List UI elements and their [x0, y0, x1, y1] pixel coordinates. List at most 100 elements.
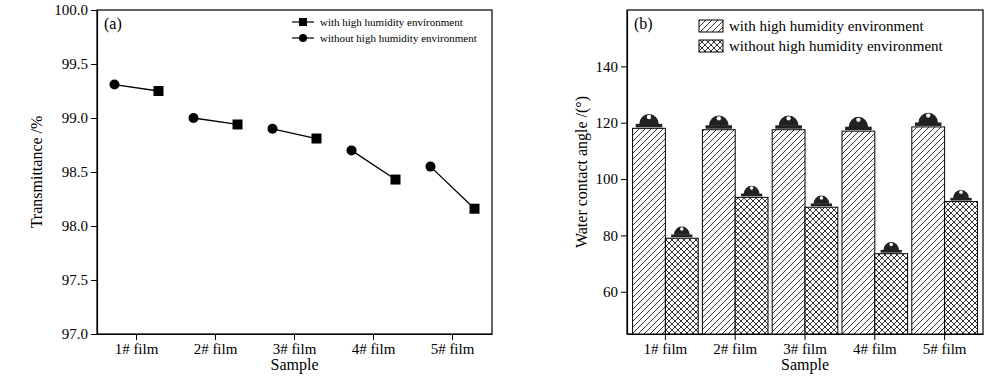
x-tick: 4# film — [352, 334, 396, 357]
y-tick: 97.5 — [62, 272, 97, 288]
y-tick-label: 60 — [603, 284, 618, 300]
droplet-icon — [915, 113, 942, 126]
y-tick-label: 100 — [596, 171, 619, 187]
y-axis-line — [97, 11, 98, 335]
marks — [110, 80, 480, 214]
y-axis: 97.0 97.5 98.0 98.5 99.0 99.5 100.0 — [54, 2, 97, 342]
droplet-icon — [741, 186, 762, 197]
x-tick-label: 3# film — [783, 341, 827, 357]
y-tick: 97.0 — [62, 326, 97, 342]
x-tick-mark — [735, 334, 736, 340]
y-tick-mark — [621, 66, 627, 67]
legend-label: without high humidity environment — [320, 32, 477, 44]
y-tick-label: 100.0 — [54, 2, 88, 18]
y-tick-label: 98.5 — [62, 164, 88, 180]
legend: with high humidity environment without hi… — [699, 18, 944, 54]
x-tick: 5# film — [431, 334, 475, 357]
x-tick-label: 2# film — [194, 341, 238, 357]
y-axis: 6080100120140 — [596, 11, 628, 335]
y-tick: 140 — [596, 59, 628, 75]
x-axis-title: Sample — [781, 356, 829, 374]
point — [391, 175, 401, 185]
x-tick-label: 1# film — [115, 341, 159, 357]
droplet-icon — [950, 190, 971, 201]
y-tick-label: 98.0 — [62, 218, 88, 234]
x-axis: 1# film 2# film 3# film 4# film 5# film — [98, 334, 493, 357]
bar — [633, 128, 666, 334]
bar — [945, 202, 978, 334]
x-tick: 1# film — [115, 334, 159, 357]
panel: 60801001201401# film2# film3# film4# fil… — [573, 10, 984, 374]
y-tick-label: 97.0 — [62, 326, 88, 342]
x-tick: 1# film — [644, 334, 688, 357]
x-axis-title: Sample — [271, 356, 319, 374]
y-axis-title: Water contact angle /(°) — [573, 96, 591, 248]
connector-line — [431, 167, 475, 209]
x-tick-mark — [136, 334, 137, 340]
bar — [875, 254, 908, 334]
plot-frame — [97, 10, 492, 334]
legend-label: without high humidity environment — [729, 38, 944, 54]
x-tick-mark — [452, 334, 453, 340]
y-tick-mark — [91, 334, 97, 335]
y-tick-mark — [621, 292, 627, 293]
point — [189, 113, 199, 123]
legend-item: with high humidity environment — [699, 18, 924, 34]
y-tick: 60 — [603, 284, 627, 300]
x-tick-mark — [215, 334, 216, 340]
y-tick: 99.0 — [62, 110, 97, 126]
point — [233, 119, 243, 129]
plot-frame — [627, 10, 983, 334]
y-tick-label: 99.5 — [62, 56, 88, 72]
point — [110, 80, 120, 90]
x-tick: 5# film — [923, 334, 967, 357]
x-tick-mark — [944, 334, 945, 340]
y-tick-mark — [91, 226, 97, 227]
droplet-icon — [636, 114, 663, 127]
x-tick-label: 2# film — [713, 341, 757, 357]
bar — [772, 130, 805, 334]
bar — [665, 238, 698, 334]
y-tick-label: 80 — [603, 228, 618, 244]
y-axis-title: Transmittance /% — [28, 116, 45, 229]
legend-marker — [299, 34, 307, 42]
y-tick-mark — [91, 10, 97, 11]
y-tick: 100.0 — [54, 2, 97, 18]
bar — [842, 131, 875, 334]
y-tick-label: 97.5 — [62, 272, 88, 288]
legend-item: without high humidity environment — [699, 38, 944, 54]
x-tick-label: 4# film — [352, 341, 396, 357]
droplet-icon — [811, 196, 832, 207]
y-tick-label: 140 — [596, 59, 619, 75]
y-tick-mark — [91, 172, 97, 173]
legend-label: with high humidity environment — [320, 16, 463, 28]
droplet-icon — [775, 115, 802, 128]
x-tick: 2# film — [713, 334, 757, 357]
y-tick-mark — [621, 235, 627, 236]
x-tick-label: 3# film — [273, 341, 317, 357]
legend-marker — [299, 18, 307, 26]
bar — [702, 130, 735, 334]
point — [470, 204, 480, 214]
connector-line — [115, 85, 159, 91]
x-tick: 2# film — [194, 334, 238, 357]
x-tick-label: 4# film — [853, 341, 897, 357]
connector-line — [273, 129, 317, 139]
legend-item: without high humidity environment — [292, 32, 477, 44]
x-axis: 1# film 2# film 3# film 4# film 5# film — [628, 334, 984, 357]
y-tick-mark — [621, 123, 627, 124]
x-tick-label: 5# film — [431, 341, 475, 357]
legend-swatch — [699, 40, 723, 52]
x-tick-label: 1# film — [644, 341, 688, 357]
y-tick: 98.0 — [62, 218, 97, 234]
x-tick-mark — [805, 334, 806, 340]
x-tick-mark — [294, 334, 295, 340]
droplet-icon — [706, 115, 733, 128]
panel: 97.0 97.5 98.0 98.5 99.0 99.5 100.0 1# film 2# f… — [28, 2, 493, 374]
x-tick-mark — [665, 334, 666, 340]
x-tick-mark — [373, 334, 374, 340]
y-tick: 80 — [603, 228, 627, 244]
point — [268, 124, 278, 134]
x-tick-label: 5# film — [923, 341, 967, 357]
panel-title: (b) — [634, 15, 653, 33]
